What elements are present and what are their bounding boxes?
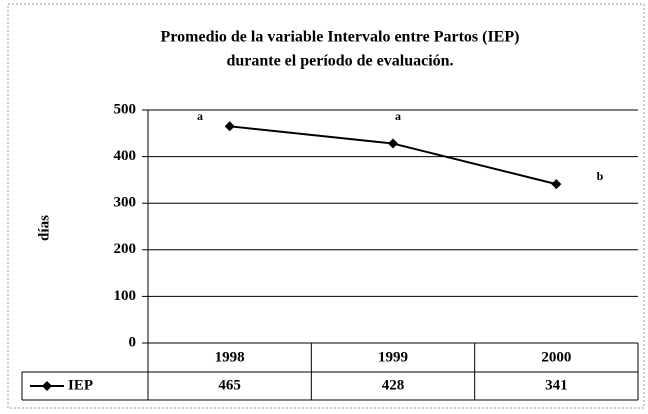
x-tick-label: 2000: [541, 349, 571, 365]
data-point: [388, 138, 398, 149]
chart-title: durante el período de evaluación.: [226, 53, 453, 70]
y-tick-label: 100: [114, 288, 137, 304]
chart-frame: [7, 3, 645, 409]
y-tick-label: 400: [114, 148, 137, 164]
table-value: 465: [218, 377, 241, 393]
legend-marker: [42, 381, 52, 391]
table-value: 428: [382, 377, 405, 393]
y-axis-label: días: [36, 215, 52, 241]
series-line: [229, 125, 557, 186]
legend-label: IEP: [68, 377, 93, 393]
y-tick-label: 0: [129, 334, 137, 350]
annotation: b: [597, 169, 604, 183]
annotation: a: [197, 109, 203, 123]
annotation: a: [395, 109, 401, 123]
x-tick-label: 1999: [378, 349, 408, 365]
data-point: [224, 121, 235, 132]
y-tick-label: 500: [114, 101, 137, 117]
y-tick-label: 200: [114, 241, 137, 257]
table-value: 341: [545, 377, 568, 393]
x-tick-label: 1998: [215, 349, 245, 365]
chart-title: Promedio de la variable Intervalo entre …: [161, 29, 520, 46]
y-tick-label: 300: [114, 195, 137, 211]
data-point: [551, 179, 562, 190]
